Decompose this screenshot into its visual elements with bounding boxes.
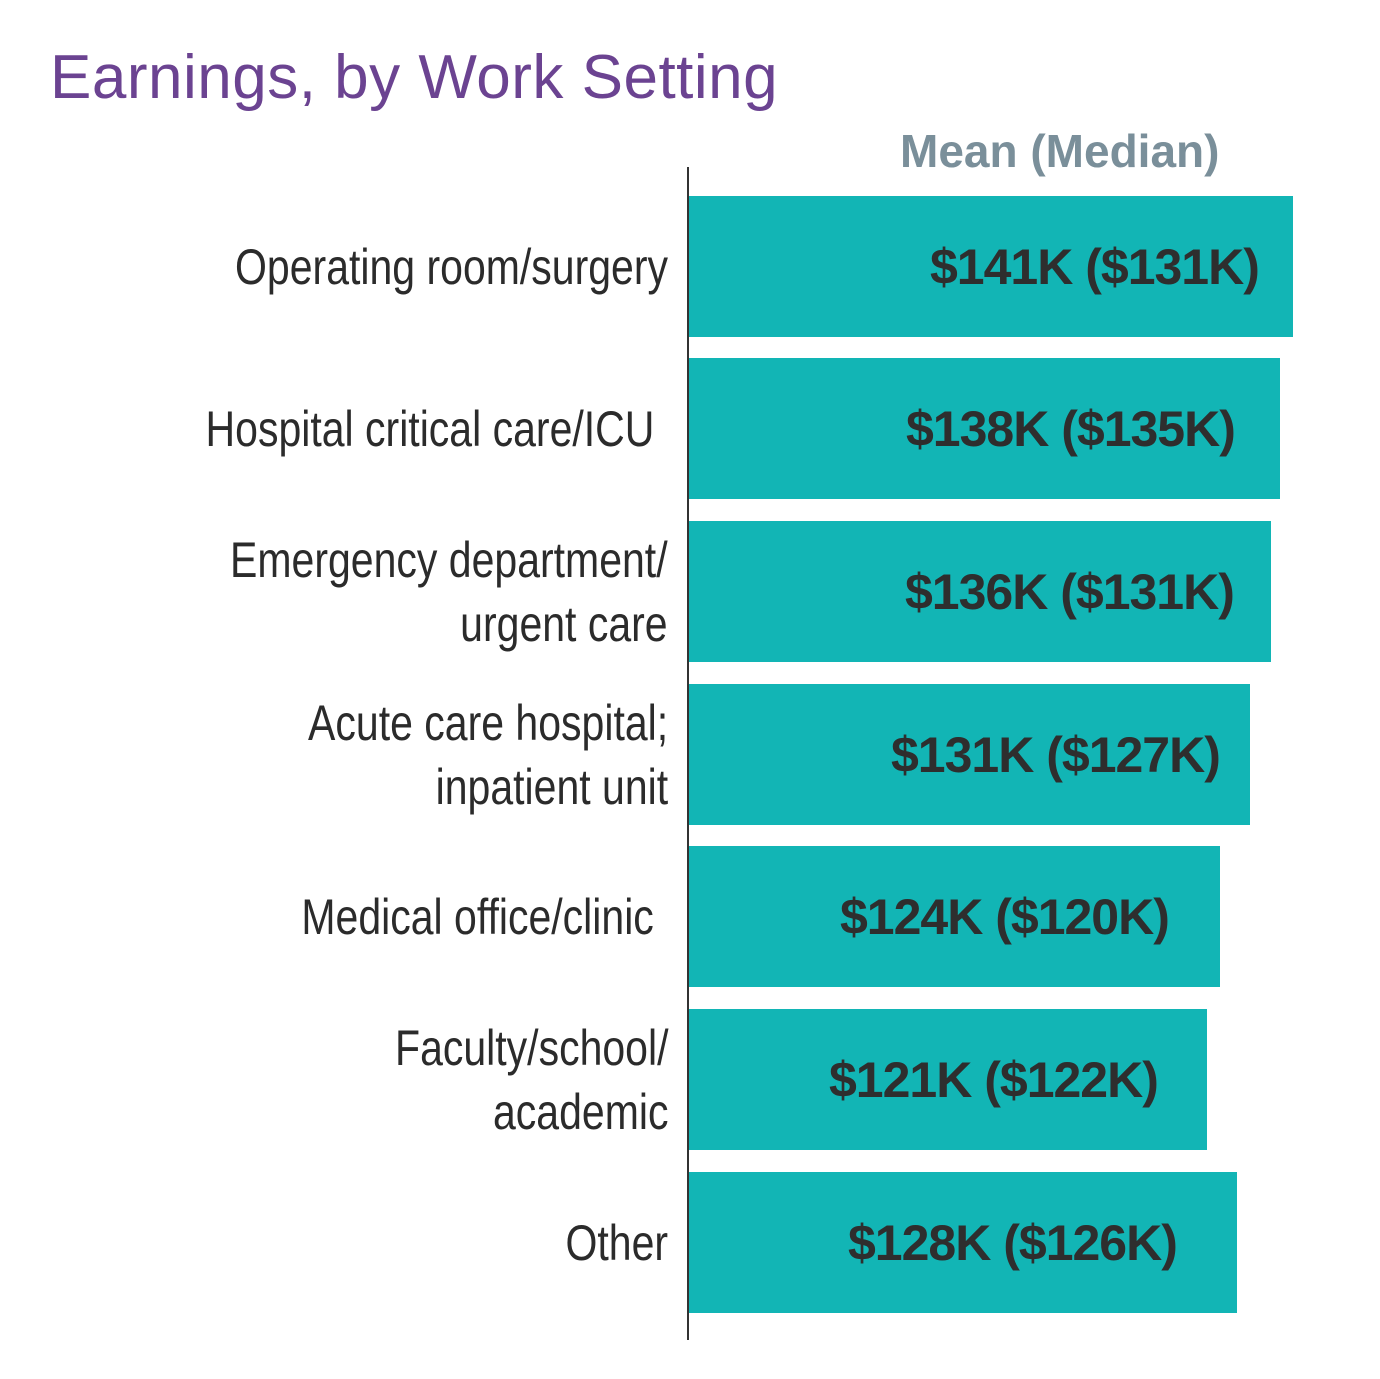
category-label: Emergency department/urgent care: [230, 521, 668, 662]
category-label: Faculty/school/academic: [395, 1009, 668, 1150]
label-line: academic: [492, 1083, 668, 1140]
value-label: $141K ($131K): [930, 238, 1260, 295]
legend-label: Mean (Median): [900, 125, 1220, 177]
category-label: Medical office/clinic: [302, 846, 654, 987]
value-label: $121K ($122K): [829, 1051, 1159, 1108]
bar: [689, 521, 1271, 662]
label-line: Faculty/school/: [394, 1019, 668, 1076]
value-label: $128K ($126K): [848, 1214, 1178, 1271]
label-line: Acute care hospital;: [307, 694, 668, 751]
label-line: Operating room/surgery: [235, 238, 668, 295]
bar: [689, 358, 1280, 499]
category-label: Acute care hospital; inpatient unit: [308, 684, 668, 825]
value-label: $138K ($135K): [906, 400, 1236, 457]
y-axis-line: [687, 167, 689, 1340]
label-line: Other: [565, 1214, 668, 1271]
label-line: Hospital critical care/ICU: [205, 400, 654, 457]
value-label: $136K ($131K): [905, 563, 1235, 620]
bar: [689, 846, 1220, 987]
bar: [689, 684, 1250, 825]
label-line: urgent care: [460, 595, 668, 652]
category-label: Hospital critical care/ICU: [205, 358, 654, 499]
category-label: Other: [565, 1172, 668, 1313]
value-label: $124K ($120K): [840, 888, 1170, 945]
label-line: inpatient unit: [435, 758, 668, 815]
bar: [689, 1172, 1237, 1313]
category-label: Operating room/surgery: [235, 196, 668, 337]
bar: [689, 196, 1293, 337]
value-label: $131K ($127K): [891, 726, 1221, 783]
label-line: Emergency department/: [230, 531, 668, 588]
bar: [689, 1009, 1207, 1150]
label-line: Medical office/clinic: [301, 888, 654, 945]
chart-title: Earnings, by Work Setting: [50, 43, 779, 112]
